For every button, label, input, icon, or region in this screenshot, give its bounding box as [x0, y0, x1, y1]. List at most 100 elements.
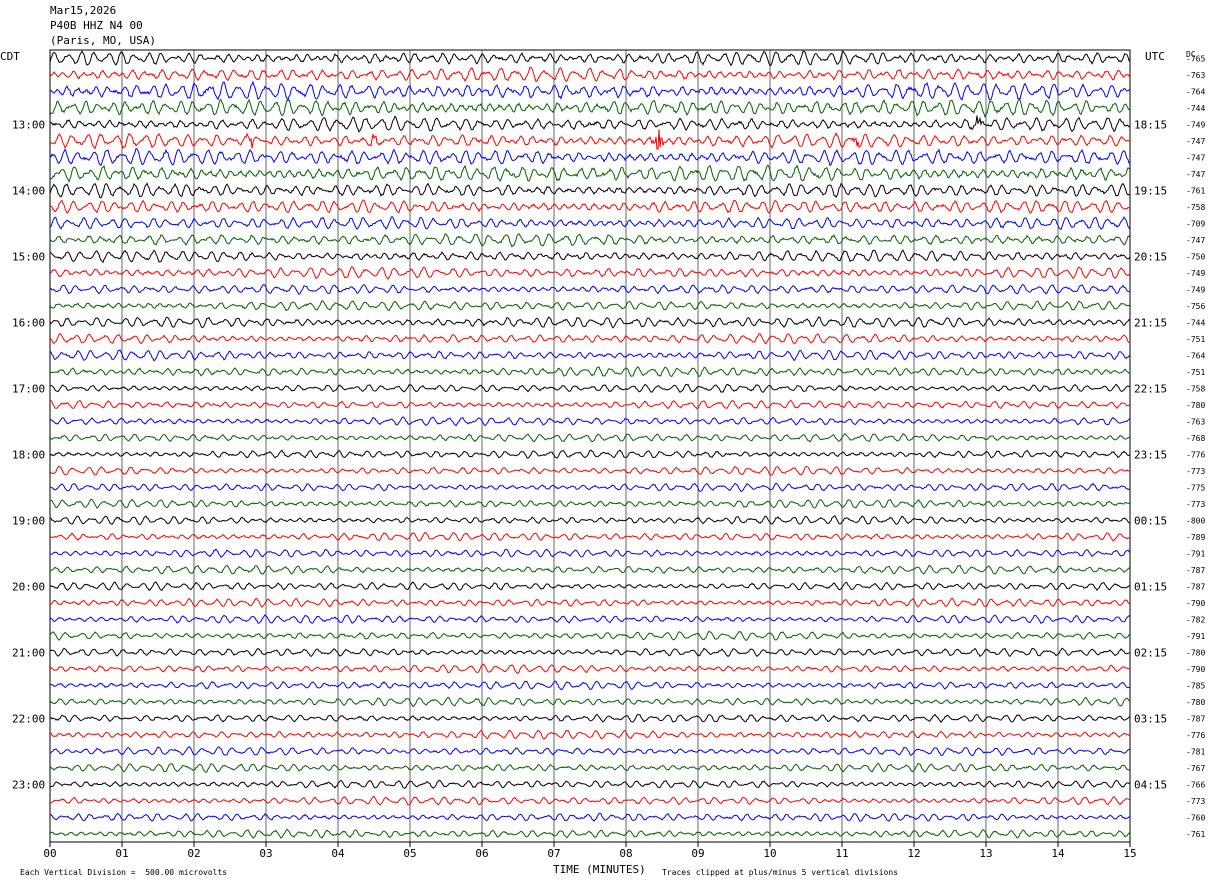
dc-offset-label: -776 — [1186, 731, 1205, 740]
seismic-trace-row — [49, 729, 1131, 740]
dc-offset-label: -749 — [1186, 269, 1205, 278]
dc-offset-label: -763 — [1186, 417, 1205, 426]
left-timezone-label: CDT — [0, 50, 20, 63]
seismic-trace-row — [50, 548, 1131, 558]
dc-offset-label: -764 — [1186, 87, 1205, 96]
dc-offset-label: -758 — [1186, 203, 1205, 212]
dc-offset-label: -780 — [1186, 648, 1205, 657]
utc-hour-label: 01:15 — [1134, 580, 1167, 593]
seismic-trace-row — [49, 680, 1131, 691]
dc-offset-label: -747 — [1186, 170, 1205, 179]
utc-hour-label: 23:15 — [1134, 448, 1167, 461]
x-tick-label: 00 — [43, 847, 56, 860]
seismic-trace-row — [49, 465, 1131, 477]
seismic-trace-row — [49, 812, 1131, 823]
seismic-trace-row — [49, 98, 1131, 119]
dc-offset-label: -782 — [1186, 615, 1205, 624]
x-tick-label: 08 — [619, 847, 632, 860]
dc-offset-label: -744 — [1186, 104, 1205, 113]
dc-offset-label: -763 — [1186, 71, 1205, 80]
x-tick-label: 14 — [1051, 847, 1065, 860]
x-tick-label: 03 — [259, 847, 272, 860]
cdt-hour-label: 14:00 — [12, 184, 45, 197]
seismic-trace-row — [49, 233, 1131, 248]
dc-offset-label: -756 — [1186, 302, 1205, 311]
seismic-trace-row — [49, 581, 1131, 592]
dc-offset-label: -747 — [1186, 137, 1205, 146]
seismic-trace-row — [49, 80, 1131, 101]
dc-offset-label: -747 — [1186, 236, 1205, 245]
dc-offset-label: -787 — [1186, 582, 1205, 591]
cdt-hour-label: 21:00 — [12, 646, 45, 659]
seismic-trace-row — [49, 482, 1131, 493]
dc-offset-label: -758 — [1186, 384, 1205, 393]
dc-offset-label: -780 — [1186, 401, 1205, 410]
seismic-trace-row — [49, 531, 1131, 542]
x-tick-label: 09 — [691, 847, 704, 860]
dc-offset-label: -749 — [1186, 120, 1205, 129]
utc-hour-label: 21:15 — [1134, 316, 1167, 329]
seismic-trace-row — [49, 564, 1131, 575]
seismic-trace-row — [49, 182, 1131, 199]
dc-offset-label: -749 — [1186, 285, 1205, 294]
x-tick-label: 07 — [547, 847, 560, 860]
seismic-trace-row — [49, 746, 1131, 757]
seismic-trace-row — [49, 713, 1131, 724]
seismic-trace-row — [49, 115, 1131, 133]
x-tick-label: 11 — [835, 847, 848, 860]
plot-frame — [49, 49, 1131, 843]
dc-offset-label: -750 — [1186, 252, 1205, 261]
cdt-hour-label: 23:00 — [12, 778, 45, 791]
dc-offset-label: -751 — [1186, 368, 1205, 377]
utc-hour-label: 20:15 — [1134, 250, 1167, 263]
dc-offset-label: -791 — [1186, 549, 1205, 558]
chart-location: (Paris, MO, USA) — [50, 34, 156, 47]
seismic-trace-row — [49, 266, 1131, 281]
dc-offset-label: -789 — [1186, 533, 1205, 542]
seismic-trace-row — [49, 129, 1131, 150]
x-tick-label: 10 — [763, 847, 776, 860]
x-axis-title: TIME (MINUTES) — [553, 863, 646, 876]
cdt-hour-label: 19:00 — [12, 514, 45, 527]
dc-offset-label: -790 — [1186, 599, 1205, 608]
dc-offset-label: -773 — [1186, 797, 1205, 806]
dc-offset-label: -790 — [1186, 665, 1205, 674]
clip-note: Traces clipped at plus/minus 5 vertical … — [662, 868, 899, 877]
seismic-trace-row — [49, 432, 1131, 443]
seismic-trace-row — [49, 779, 1131, 789]
x-tick-label: 01 — [115, 847, 128, 860]
dc-offset-label: -761 — [1186, 830, 1205, 839]
seismic-trace-row — [49, 199, 1131, 214]
seismic-trace-row — [49, 164, 1131, 183]
seismic-trace-row — [49, 283, 1131, 295]
seismic-trace-row — [49, 647, 1131, 658]
seismic-trace-row — [49, 332, 1131, 345]
dc-offset-label: -785 — [1186, 681, 1205, 690]
dc-offset-label: -766 — [1186, 780, 1205, 789]
x-tick-label: 06 — [475, 847, 488, 860]
dc-offset-label: -787 — [1186, 566, 1205, 575]
x-tick-label: 12 — [907, 847, 920, 860]
seismic-trace-row — [50, 828, 1131, 839]
dc-offset-label: -800 — [1186, 516, 1205, 525]
seismic-trace-row — [49, 383, 1131, 394]
utc-hour-label: 19:15 — [1134, 184, 1167, 197]
seismic-trace-row — [49, 795, 1131, 806]
cdt-hour-label: 16:00 — [12, 316, 45, 329]
dc-offset-label: -761 — [1186, 186, 1205, 195]
seismic-trace-row — [49, 215, 1131, 231]
seismic-trace-row — [49, 399, 1131, 410]
utc-hour-label: 02:15 — [1134, 646, 1167, 659]
dc-offset-label: -776 — [1186, 450, 1205, 459]
utc-hour-label: 18:15 — [1134, 118, 1167, 131]
seismic-trace-row — [49, 349, 1131, 362]
utc-hour-label: 22:15 — [1134, 382, 1167, 395]
seismic-trace-row — [49, 147, 1131, 167]
x-tick-label: 02 — [187, 847, 200, 860]
dc-offset-label: -775 — [1186, 483, 1205, 492]
cdt-hour-label: 22:00 — [12, 712, 45, 725]
seismic-trace-row — [49, 762, 1131, 774]
cdt-hour-label: 20:00 — [12, 580, 45, 593]
utc-hour-label: 00:15 — [1134, 514, 1167, 527]
right-timezone-label: UTC — [1145, 50, 1165, 63]
